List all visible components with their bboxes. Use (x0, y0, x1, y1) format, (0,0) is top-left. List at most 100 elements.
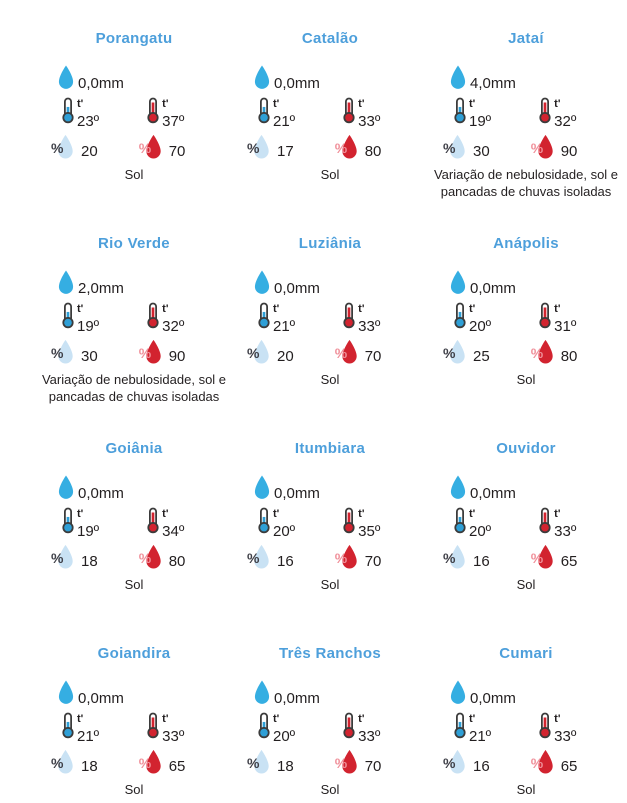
min-temperature: t' 20º (452, 507, 492, 540)
precipitation-row: 0,0mm (252, 470, 428, 502)
humidity-row: % 18 % 70 (247, 748, 428, 776)
temperature-row: t' 19º t' 32º (452, 97, 624, 130)
max-humidity-value: 70 (364, 553, 382, 570)
humidity-row: % 18 % 65 (51, 748, 232, 776)
max-humidity: % 65 (531, 544, 577, 571)
min-temperature-value: 23º (77, 113, 100, 130)
temperature-symbol: t' (77, 303, 84, 315)
max-thermometer-icon (537, 507, 553, 537)
min-humidity: % 25 (443, 339, 490, 366)
precipitation-row: 0,0mm (448, 470, 624, 502)
min-thermometer-icon (60, 302, 76, 332)
min-temperature-text: t' 21º (77, 712, 99, 745)
min-temperature-text: t' 19º (77, 302, 99, 335)
max-humidity: % 80 (139, 544, 185, 571)
humidity-row: % 20 % 70 (247, 338, 428, 366)
max-temperature-value: 33º (554, 728, 577, 745)
max-temperature-value: 34º (162, 523, 185, 540)
percent-symbol: % (51, 140, 64, 156)
max-temperature-text: t' 31º (554, 302, 577, 335)
temperature-row: t' 21º t' 33º (256, 97, 428, 129)
percent-symbol: % (247, 345, 260, 361)
temperature-symbol: t' (358, 713, 365, 725)
min-thermometer-icon (256, 97, 272, 127)
max-temperature: t' 31º (537, 302, 577, 335)
min-humidity-droplet-icon: % (443, 544, 469, 571)
city-name: Ouvidor (496, 440, 556, 457)
temperature-row: t' 19º t' 32º (60, 302, 232, 335)
min-humidity-droplet-icon: % (247, 134, 273, 161)
min-humidity-value: 20 (81, 143, 98, 160)
min-temperature-value: 20º (469, 523, 492, 540)
city-name: Cumari (499, 645, 553, 662)
precipitation-row: 0,0mm (56, 470, 232, 502)
city-card: Anápolis 0,0mm t' 2 (428, 227, 624, 432)
max-temperature-value: 33º (554, 523, 577, 540)
percent-symbol: % (51, 345, 64, 361)
humidity-row: % 16 % 65 (443, 748, 624, 776)
max-humidity-droplet-icon: % (334, 544, 361, 571)
min-temperature-value: 19º (469, 113, 492, 130)
max-humidity-value: 80 (364, 143, 382, 160)
max-temperature: t' 34º (145, 507, 185, 540)
precipitation-value: 0,0mm (470, 280, 516, 297)
min-temperature-text: t' 20º (273, 507, 295, 540)
min-temperature-value: 20º (273, 728, 296, 745)
min-humidity: % 16 (443, 544, 490, 571)
min-humidity-droplet-icon: % (247, 339, 273, 366)
max-temperature: t' 33º (341, 97, 380, 129)
min-temperature: t' 21º (60, 712, 99, 745)
min-humidity-value: 30 (81, 348, 98, 365)
max-thermometer-icon (145, 302, 161, 332)
min-temperature-text: t' 20º (469, 302, 491, 335)
min-temperature-value: 21º (469, 728, 492, 745)
humidity-row: % 25 % 80 (443, 338, 624, 366)
percent-symbol: % (443, 140, 456, 156)
max-temperature-value: 37º (162, 113, 185, 130)
city-name: Goiandira (97, 645, 171, 662)
precipitation-row: 0,0mm (448, 265, 624, 297)
percent-symbol: % (334, 140, 348, 156)
percent-symbol: % (334, 550, 348, 566)
max-temperature: t' 33º (537, 507, 577, 540)
precipitation-value: 0,0mm (274, 75, 320, 92)
city-card: Goiânia 0,0mm t' 19 (36, 432, 232, 637)
min-humidity-droplet-icon: % (443, 134, 469, 161)
weather-condition-text: Sol (124, 577, 144, 592)
city-name: Anápolis (493, 235, 559, 252)
max-thermometer-icon (341, 302, 357, 332)
city-name: Catalão (301, 30, 359, 47)
percent-symbol: % (530, 140, 544, 156)
rain-droplet-icon (252, 679, 272, 707)
temperature-symbol: t' (469, 303, 476, 315)
max-humidity-droplet-icon: % (531, 339, 557, 366)
max-temperature-value: 31º (554, 318, 577, 335)
min-temperature: t' 20º (256, 507, 295, 540)
min-temperature-text: t' 19º (77, 507, 99, 540)
max-temperature: t' 35º (341, 507, 380, 539)
max-humidity: % 90 (139, 339, 185, 366)
min-humidity-droplet-icon: % (51, 544, 77, 571)
min-temperature: t' 19º (452, 97, 492, 130)
max-humidity: % 65 (139, 749, 185, 776)
precipitation-row: 0,0mm (252, 265, 428, 297)
min-thermometer-icon (60, 97, 76, 127)
min-humidity: % 18 (51, 544, 98, 571)
max-humidity-droplet-icon: % (531, 544, 557, 571)
max-temperature-text: t' 33º (358, 712, 380, 745)
temperature-row: t' 21º t' 33º (256, 302, 428, 334)
min-temperature: t' 19º (60, 302, 99, 335)
temperature-symbol: t' (554, 303, 561, 315)
min-thermometer-icon (452, 507, 468, 537)
temperature-symbol: t' (273, 713, 280, 725)
rain-droplet-icon (448, 679, 468, 707)
min-thermometer-icon (256, 302, 272, 332)
min-humidity: % 16 (247, 544, 294, 571)
weather-condition-text: Sol (320, 782, 340, 797)
city-card: Luziânia 0,0mm t' 2 (232, 227, 428, 432)
city-name: Goiânia (105, 440, 163, 457)
temperature-symbol: t' (273, 303, 280, 315)
temperature-row: t' 21º t' 33º (452, 712, 624, 745)
min-humidity: % 30 (51, 339, 98, 366)
max-humidity: % 80 (334, 134, 382, 161)
